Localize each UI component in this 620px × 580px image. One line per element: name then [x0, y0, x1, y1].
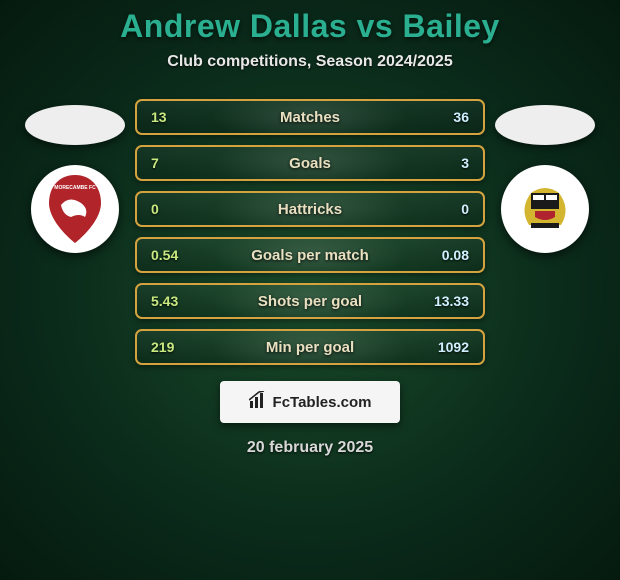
- fctables-link[interactable]: FcTables.com: [220, 381, 400, 423]
- morecambe-badge-icon: MORECAMBE FC: [31, 165, 119, 253]
- stat-right-value: 36: [419, 109, 469, 125]
- stat-label: Hattricks: [278, 201, 342, 218]
- stat-label: Goals: [289, 155, 331, 172]
- stat-row-hattricks: 0 Hattricks 0: [135, 191, 485, 227]
- left-team-badge: MORECAMBE FC: [31, 165, 119, 253]
- stat-left-value: 13: [151, 109, 201, 125]
- stat-label: Shots per goal: [258, 293, 362, 310]
- left-player-col: MORECAMBE FC: [25, 99, 125, 253]
- comparison-card: Andrew Dallas vs Bailey Club competition…: [0, 0, 620, 457]
- doncaster-badge-icon: [501, 165, 589, 253]
- stat-row-shots-per-goal: 5.43 Shots per goal 13.33: [135, 283, 485, 319]
- stat-right-value: 0: [419, 201, 469, 217]
- stat-row-min-per-goal: 219 Min per goal 1092: [135, 329, 485, 365]
- stat-left-value: 5.43: [151, 293, 201, 309]
- footer-brand-text: FcTables.com: [273, 394, 372, 411]
- footer-date: 20 february 2025: [247, 439, 373, 457]
- stat-label: Goals per match: [251, 247, 369, 264]
- stat-left-value: 0.54: [151, 247, 201, 263]
- stat-left-value: 7: [151, 155, 201, 171]
- stat-left-value: 0: [151, 201, 201, 217]
- right-player-col: [495, 99, 595, 253]
- stat-row-goals: 7 Goals 3: [135, 145, 485, 181]
- stat-row-goals-per-match: 0.54 Goals per match 0.08: [135, 237, 485, 273]
- right-team-badge: [501, 165, 589, 253]
- subtitle: Club competitions, Season 2024/2025: [167, 53, 452, 71]
- left-player-photo-placeholder: [25, 105, 125, 145]
- stats-column: 13 Matches 36 7 Goals 3 0 Hattricks 0 0.54 Goals p…: [135, 99, 485, 365]
- stat-label: Min per goal: [266, 339, 354, 356]
- stat-right-value: 3: [419, 155, 469, 171]
- page-title: Andrew Dallas vs Bailey: [120, 8, 500, 45]
- stat-row-matches: 13 Matches 36: [135, 99, 485, 135]
- stat-label: Matches: [280, 109, 340, 126]
- stat-right-value: 1092: [419, 339, 469, 355]
- stat-right-value: 0.08: [419, 247, 469, 263]
- stat-right-value: 13.33: [419, 293, 469, 309]
- bar-chart-icon: [249, 391, 267, 413]
- stat-left-value: 219: [151, 339, 201, 355]
- svg-text:MORECAMBE FC: MORECAMBE FC: [54, 185, 96, 191]
- right-player-photo-placeholder: [495, 105, 595, 145]
- main-row: MORECAMBE FC 13 Matches 36 7 Goals 3 0 Hattrick…: [0, 99, 620, 365]
